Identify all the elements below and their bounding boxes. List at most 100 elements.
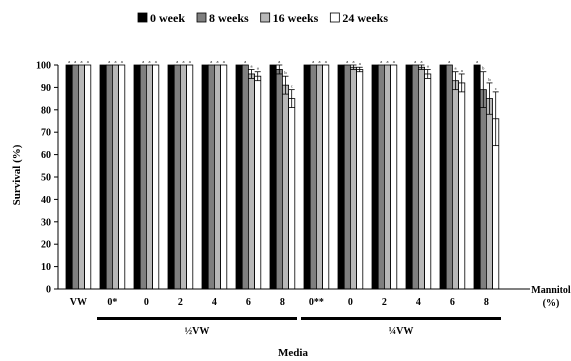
- bar: [99, 64, 107, 290]
- bar: [458, 82, 466, 290]
- sig-letter: a: [387, 59, 389, 64]
- y-tick-label: 50: [41, 173, 51, 184]
- bar: [201, 64, 209, 290]
- sig-letter: a: [115, 59, 117, 64]
- legend-label: 0 week: [150, 11, 185, 25]
- bar: [269, 64, 277, 290]
- bar: [439, 64, 447, 290]
- bar: [235, 64, 243, 290]
- bar: [213, 64, 221, 290]
- sig-letter: c: [495, 86, 497, 91]
- bar: [322, 64, 330, 290]
- bar: [309, 64, 317, 290]
- y-tick-label: 10: [41, 262, 51, 273]
- sig-letter: a: [74, 59, 76, 64]
- bar: [65, 64, 73, 290]
- group-label: ½VW: [185, 326, 210, 337]
- category-label: 6: [246, 297, 251, 308]
- sig-letter: a: [210, 59, 212, 64]
- legend-swatch: [260, 12, 271, 23]
- bar: [105, 64, 113, 290]
- y-tick-label: 80: [41, 105, 51, 116]
- side-label: Mannitol: [531, 285, 571, 296]
- sig-letter: a: [121, 59, 123, 64]
- sig-letter: a: [421, 59, 423, 64]
- bar: [254, 75, 262, 290]
- category-label: 4: [212, 297, 217, 308]
- category-label: 0**: [309, 297, 324, 308]
- sig-letter: a: [455, 66, 457, 71]
- sig-letter: a: [380, 59, 382, 64]
- sig-letter: b: [482, 66, 485, 71]
- category-label: VW: [70, 297, 87, 308]
- sig-letter: a: [319, 59, 321, 64]
- bar: [71, 64, 79, 290]
- bar: [84, 64, 92, 290]
- bar: [179, 64, 187, 290]
- category-label: 8: [484, 297, 489, 308]
- bar: [383, 64, 391, 290]
- bar: [145, 64, 153, 290]
- bar: [349, 66, 357, 290]
- bar: [118, 64, 126, 290]
- sig-letter: a: [278, 59, 280, 64]
- y-tick-label: 0: [46, 285, 51, 296]
- x-axis: VW 0* 0 2 4 6 8 0** 0 2 4 6 8 ½VW ¼VW Mannitol (%): [58, 285, 571, 337]
- group-bracket: [97, 317, 297, 320]
- category-label: 6: [450, 297, 455, 308]
- sig-letter: a: [414, 59, 416, 64]
- y-tick-label: 20: [41, 240, 51, 251]
- sig-letter: a: [217, 59, 219, 64]
- bar: [377, 64, 385, 290]
- bar: [275, 69, 283, 290]
- legend-swatch: [196, 12, 207, 23]
- sig-letter: c: [291, 84, 293, 89]
- sig-letter: a: [108, 59, 110, 64]
- y-tick-label: 30: [41, 217, 51, 228]
- sig-letter: a: [183, 59, 185, 64]
- bar: [186, 64, 194, 290]
- category-label: 2: [178, 297, 183, 308]
- sig-letter: a: [353, 59, 355, 64]
- bar: [247, 73, 255, 290]
- sig-letter: a: [223, 59, 225, 64]
- legend-label: 8 weeks: [209, 11, 249, 25]
- y-tick-label: 60: [41, 150, 51, 161]
- bar: [241, 64, 249, 290]
- side-label-unit: (%): [543, 298, 560, 309]
- group-label: ¼VW: [389, 326, 414, 337]
- bar: [356, 69, 364, 290]
- category-label: 8: [280, 297, 285, 308]
- sig-letter: a: [393, 59, 395, 64]
- bar: [411, 64, 419, 290]
- bars: [65, 64, 500, 290]
- category-label: 0*: [107, 297, 117, 308]
- bar: [405, 64, 413, 290]
- sig-letter: b: [488, 77, 491, 82]
- y-axis-label: Survival (%): [11, 144, 23, 205]
- bar: [315, 64, 323, 290]
- bar: [445, 64, 453, 290]
- y-tick-label: 90: [41, 83, 51, 94]
- sig-letter: a: [359, 61, 361, 66]
- bar: [152, 64, 160, 290]
- sig-letter: a: [176, 59, 178, 64]
- bar: [173, 64, 181, 290]
- y-tick-label: 100: [36, 61, 51, 72]
- bar: [424, 73, 432, 290]
- bar: [78, 64, 86, 290]
- bar: [337, 64, 345, 290]
- bar: [207, 64, 215, 290]
- bar: [390, 64, 398, 290]
- bar: [343, 64, 351, 290]
- legend-label: 24 weeks: [342, 11, 388, 25]
- bar: [451, 80, 459, 290]
- sig-letter: b: [284, 70, 287, 75]
- bar: [133, 64, 141, 290]
- y-tick-label: 40: [41, 195, 51, 206]
- sig-letter: a: [251, 63, 253, 68]
- bar: [139, 64, 147, 290]
- bar: [303, 64, 311, 290]
